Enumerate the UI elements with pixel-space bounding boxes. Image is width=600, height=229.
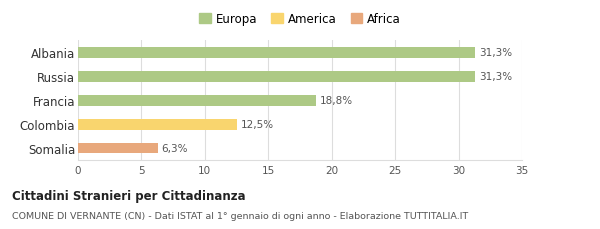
Text: 31,3%: 31,3%	[479, 48, 512, 58]
Bar	[78, 95, 316, 106]
Bar	[78, 48, 475, 58]
Text: 6,3%: 6,3%	[162, 143, 188, 153]
Legend: Europa, America, Africa: Europa, America, Africa	[199, 13, 401, 26]
Text: 12,5%: 12,5%	[241, 120, 274, 130]
Text: COMUNE DI VERNANTE (CN) - Dati ISTAT al 1° gennaio di ogni anno - Elaborazione T: COMUNE DI VERNANTE (CN) - Dati ISTAT al …	[12, 211, 468, 220]
Bar	[78, 119, 236, 130]
Text: 31,3%: 31,3%	[479, 72, 512, 82]
Text: Cittadini Stranieri per Cittadinanza: Cittadini Stranieri per Cittadinanza	[12, 189, 245, 202]
Bar	[78, 143, 158, 154]
Text: 18,8%: 18,8%	[320, 96, 353, 106]
Bar	[78, 72, 475, 82]
